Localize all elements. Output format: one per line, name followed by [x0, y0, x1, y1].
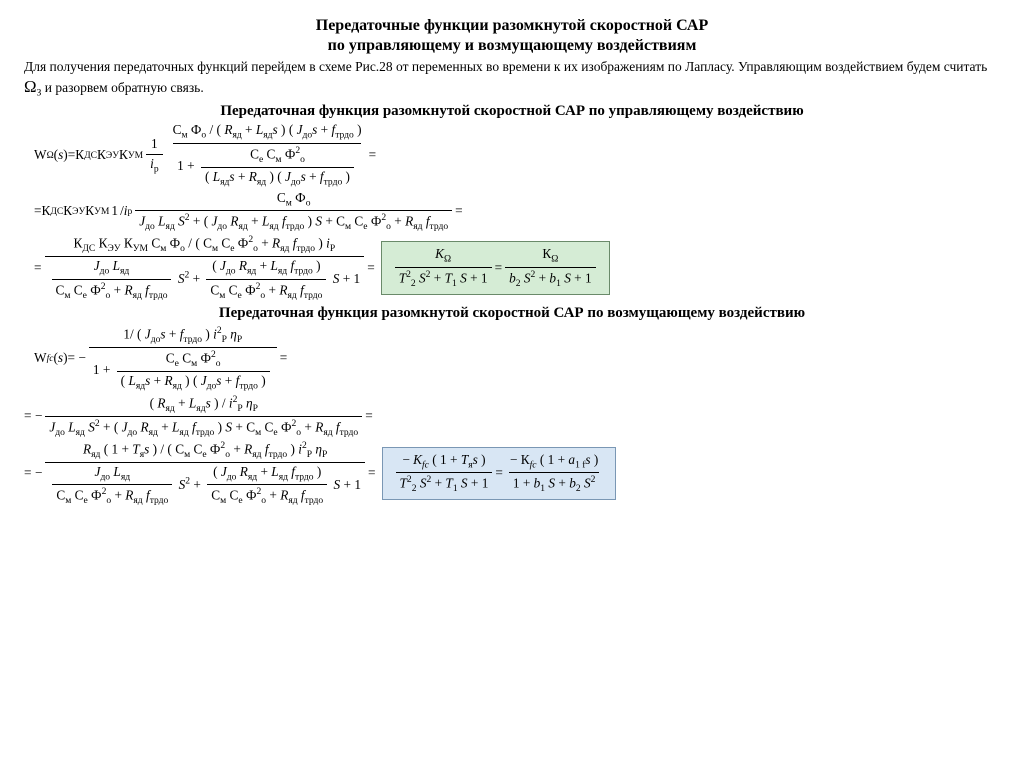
highlight-result-control: KΩ T22 S2 + T1 S + 1 = КΩ b2 S2 + b1 S	[381, 241, 610, 295]
title-line-2: по управляющему и возмущающему воздейств…	[328, 37, 697, 54]
frac-1-over-ip: 1 ip	[146, 136, 162, 175]
frac-main-1: См Фо / ( Rяд + Lядs ) ( Jдоs + fтрдо ) …	[169, 122, 366, 188]
omega-symbol: Ω	[24, 77, 37, 96]
eq-control-line3: = КДС КЭУ КУМ См Фо / ( См Се Ф2о + Rяд …	[24, 234, 1000, 302]
highlight-result-disturbance: − Kfc ( 1 + Tяs ) T22 S2 + T1 S + 1 = − …	[382, 447, 617, 501]
title-line-1: Передаточные функции разомкнутой скорост…	[316, 17, 708, 34]
omega-sub: З	[37, 88, 42, 99]
subtitle-control: Передаточная функция разомкнутой скорост…	[24, 102, 1000, 121]
eq-control-line1: W Ω (s) = КДС КЭУ КУМ 1 ip См Фо / ( Rяд…	[24, 122, 1000, 188]
frac-dist-1: 1/ ( Jдоs + fтрдо ) i2P ηP 1 + Се См Ф2о…	[89, 325, 277, 393]
page-title: Передаточные функции разомкнутой скорост…	[24, 16, 1000, 56]
intro-prefix: Для получения передаточных функций перей…	[24, 59, 987, 74]
frac-final-control: КДС КЭУ КУМ См Фо / ( См Се Ф2о + Rяд fт…	[45, 234, 365, 302]
subtitle-disturbance: Передаточная функция разомкнутой скорост…	[24, 304, 1000, 323]
intro-suffix: и разорвем обратную связь.	[45, 80, 204, 95]
frac-dist-2: ( Rяд + Lядs ) / i2P ηP Jдо Lяд S2 + ( J…	[45, 394, 362, 439]
frac-main-2: См Фо Jдо Lяд S2 + ( Jдо Rяд + Lяд fтрдо…	[135, 190, 452, 234]
eq-dist-line2: = − ( Rяд + Lядs ) / i2P ηP Jдо Lяд S2 +…	[24, 394, 1000, 439]
frac-dist-3: Rяд ( 1 + Tяs ) / ( См Се Ф2о + Rяд fтрд…	[45, 440, 365, 508]
intro-paragraph: Для получения передаточных функций перей…	[24, 59, 1000, 100]
eq-control-line2: = КДС КЭУ КУМ 1/ ip См Фо Jдо Lяд S2 + (…	[24, 190, 1000, 234]
eq-dist-line1: Wfc (s) = − 1/ ( Jдоs + fтрдо ) i2P ηP 1…	[24, 325, 1000, 393]
eq-dist-line3: = − Rяд ( 1 + Tяs ) / ( См Се Ф2о + Rяд …	[24, 440, 1000, 508]
